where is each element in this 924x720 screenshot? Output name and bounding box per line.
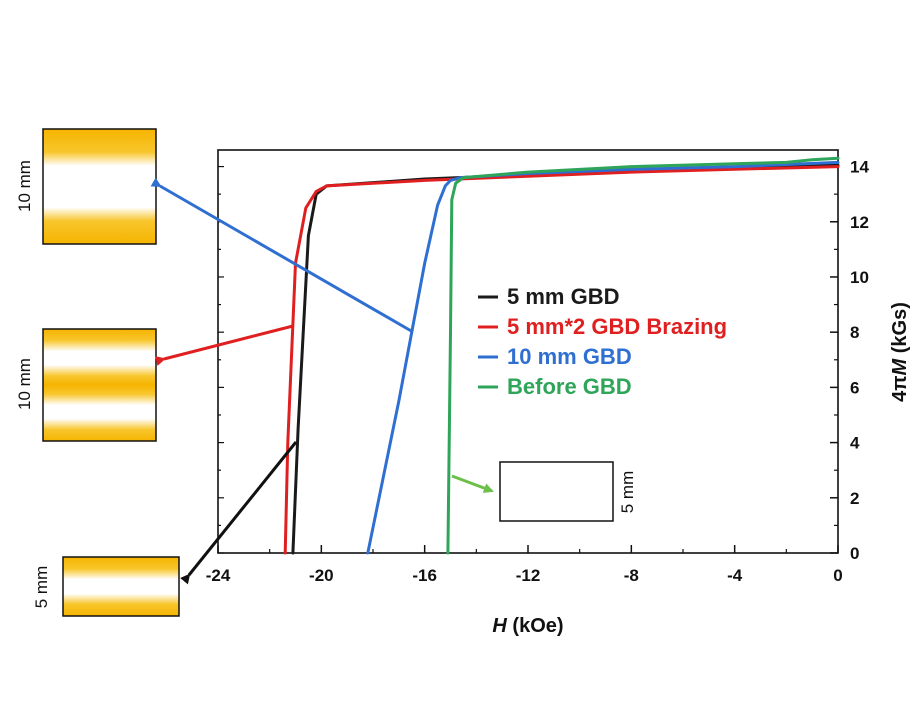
legend-label: 10 mm GBD [507,344,632,369]
sample-block-bottom [62,556,180,617]
dim-label-mid: 10 mm [15,358,34,410]
dim-label-bottom: 5 mm [32,566,51,609]
dim-label-top: 10 mm [15,160,34,212]
x-tick-label: -12 [516,566,541,585]
y-axis-title: 4πM (kGs) [889,302,911,402]
legend-label: 5 mm*2 GBD Brazing [507,314,727,339]
x-tick-label: -20 [309,566,334,585]
arrow-blue [150,177,414,334]
x-axis-title: H (kOe) [492,615,563,637]
sample-block-top [42,128,157,245]
y-tick-label: 0 [850,544,859,563]
x-tick-label: -24 [206,566,231,585]
y-tick-label: 12 [850,213,869,232]
y-tick-label: 4 [850,434,860,453]
arrow-black [180,441,298,585]
arrow-green [451,474,494,493]
y-tick-label: 10 [850,268,869,287]
inset-box [499,461,614,522]
sample-block-mid [42,328,157,442]
legend-label: Before GBD [507,374,632,399]
x-tick-label: -16 [412,566,437,585]
x-tick-label: 0 [833,566,842,585]
y-tick-label: 8 [850,323,859,342]
y-tick-label: 2 [850,489,859,508]
series-line [446,156,840,555]
legend: 5 mm GBD 5 mm*2 GBD Brazing 10 mm GBD Befor… [478,284,727,399]
y-tick-label: 6 [850,378,859,397]
x-tick-label: -4 [727,566,743,585]
series-line [366,160,840,555]
dim-label-inset: 5 mm [618,471,637,514]
axis-ticks: -24 -20 -16 -12 -8 -4 00 2 4 6 8 10 12 14 [206,158,870,585]
series-line [283,165,840,555]
arrow-red [155,324,294,366]
y-tick-label: 14 [850,158,869,177]
curves [283,156,840,555]
x-tick-label: -8 [624,566,639,585]
legend-label: 5 mm GBD [507,284,619,309]
